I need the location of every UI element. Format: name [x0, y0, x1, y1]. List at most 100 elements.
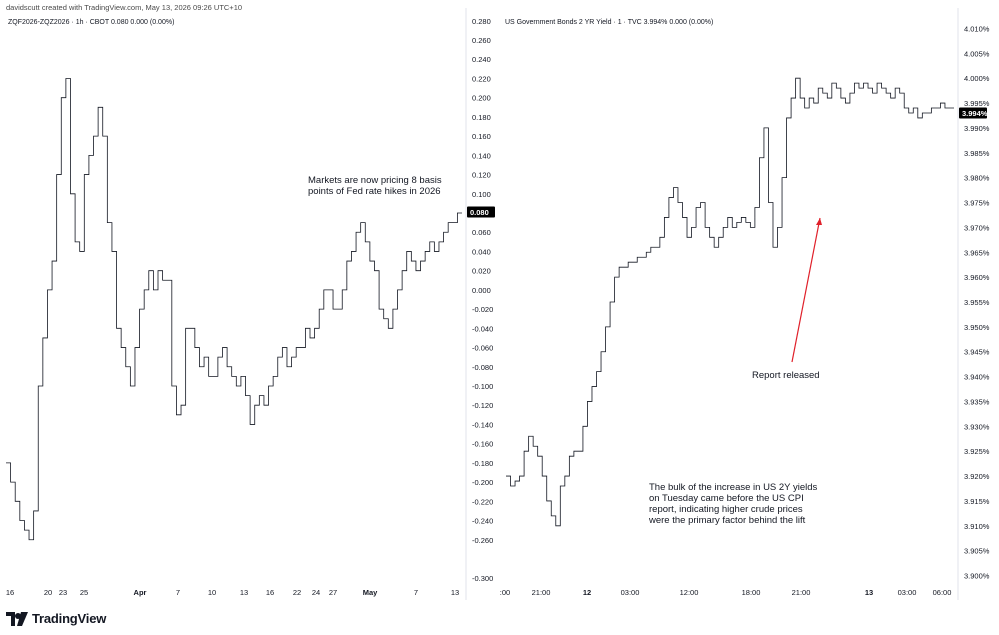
y-tick-label: -0.140: [472, 420, 493, 429]
x-tick-label: 20: [44, 588, 52, 597]
annotation-text: The bulk of the increase in US 2Y yields: [649, 482, 818, 493]
x-tick-label: 21:00: [792, 588, 811, 597]
x-tick-label: 10: [208, 588, 216, 597]
x-tick-label: 16: [6, 588, 14, 597]
y-tick-label: 0.000: [472, 286, 491, 295]
x-tick-label: 12:00: [680, 588, 699, 597]
annotation-arrow-head: [816, 218, 822, 225]
y-tick-label: 0.260: [472, 36, 491, 45]
y-tick-label: 0.100: [472, 190, 491, 199]
annotation-text: Report released: [752, 370, 820, 381]
annotation-text: points of Fed rate hikes in 2026: [308, 186, 441, 197]
x-tick-label: :00: [500, 588, 510, 597]
y-tick-label: 3.955%: [964, 298, 990, 307]
y-tick-label: -0.040: [472, 324, 493, 333]
last-value-badge: [959, 107, 987, 119]
y-tick-label: 3.905%: [964, 547, 990, 556]
last-value-label: 0.080: [470, 208, 489, 217]
y-tick-label: 0.180: [472, 113, 491, 122]
y-tick-label: 0.060: [472, 228, 491, 237]
y-tick-label: 0.020: [472, 267, 491, 276]
y-tick-label: 4.005%: [964, 49, 990, 58]
y-tick-label: 3.935%: [964, 397, 990, 406]
series-title: ZQF2026-ZQZ2026 · 1h · CBOT 0.080 0.000 …: [8, 19, 174, 26]
last-value-badge: [467, 206, 495, 218]
y-tick-label: 0.160: [472, 132, 491, 141]
y-tick-label: 3.925%: [964, 447, 990, 456]
x-tick-label: 06:00: [933, 588, 952, 597]
last-value-label: 3.994%: [962, 109, 988, 118]
y-tick-label: -0.120: [472, 401, 493, 410]
x-tick-label: 27: [329, 588, 337, 597]
x-tick-label: 18:00: [742, 588, 761, 597]
x-tick-label: 24: [312, 588, 320, 597]
y-tick-label: -0.100: [472, 382, 493, 391]
x-tick-label: 7: [176, 588, 180, 597]
x-tick-label: 23: [59, 588, 67, 597]
y-tick-label: 0.140: [472, 151, 491, 160]
y-tick-label: -0.300: [472, 574, 493, 583]
y-tick-label: 3.900%: [964, 572, 990, 581]
x-tick-label: 12: [583, 588, 591, 597]
series-title: US Government Bonds 2 YR Yield · 1 · TVC…: [505, 19, 713, 26]
price-series-line: [506, 77, 954, 527]
y-tick-label: -0.160: [472, 440, 493, 449]
y-tick-label: 0.240: [472, 55, 491, 64]
annotation-text: on Tuesday came before the US CPI: [649, 493, 804, 504]
y-tick-label: -0.020: [472, 305, 493, 314]
y-tick-label: 0.120: [472, 171, 491, 180]
tradingview-logo-icon: [6, 611, 28, 626]
y-tick-label: 0.200: [472, 94, 491, 103]
y-tick-label: 3.965%: [964, 248, 990, 257]
y-tick-label: 3.920%: [964, 472, 990, 481]
x-tick-label: 25: [80, 588, 88, 597]
y-tick-label: 3.980%: [964, 174, 990, 183]
x-tick-label: 13: [865, 588, 873, 597]
x-tick-label: 13: [240, 588, 248, 597]
y-tick-label: 3.990%: [964, 124, 990, 133]
x-tick-label: 03:00: [621, 588, 640, 597]
y-tick-label: 4.010%: [964, 24, 990, 33]
y-tick-label: -0.220: [472, 497, 493, 506]
tradingview-brand-text: TradingView: [32, 611, 107, 626]
y-tick-label: 3.995%: [964, 99, 990, 108]
y-tick-label: 3.930%: [964, 422, 990, 431]
x-tick-label: 22: [293, 588, 301, 597]
y-tick-label: 3.910%: [964, 522, 990, 531]
y-tick-label: 0.280: [472, 17, 491, 26]
y-tick-label: 3.950%: [964, 323, 990, 332]
y-tick-label: 3.960%: [964, 273, 990, 282]
y-tick-label: 3.975%: [964, 199, 990, 208]
y-tick-label: -0.200: [472, 478, 493, 487]
y-tick-label: -0.260: [472, 536, 493, 545]
annotation-arrow: [791, 217, 821, 363]
y-tick-label: 0.040: [472, 247, 491, 256]
x-tick-label: 03:00: [898, 588, 917, 597]
x-tick-label: 21:00: [532, 588, 551, 597]
annotation-text: report, indicating higher crude prices: [649, 504, 803, 515]
y-tick-label: -0.060: [472, 344, 493, 353]
chart-left-fed-spread: ZQF2026-ZQZ2026 · 1h · CBOT 0.080 0.000 …: [6, 8, 495, 600]
x-tick-label: May: [363, 588, 378, 597]
tradingview-logo[interactable]: TradingView: [6, 611, 106, 626]
header-credit: davidscutt created with TradingView.com,…: [6, 3, 243, 12]
y-tick-label: 3.945%: [964, 348, 990, 357]
y-tick-label: 3.985%: [964, 149, 990, 158]
x-tick-label: 16: [266, 588, 274, 597]
y-tick-label: 3.915%: [964, 497, 990, 506]
x-tick-label: Apr: [134, 588, 147, 597]
chart-right-us-2y-yield: US Government Bonds 2 YR Yield · 1 · TVC…: [500, 8, 990, 600]
y-tick-label: 0.220: [472, 74, 491, 83]
price-series-line: [6, 78, 462, 541]
y-tick-label: -0.080: [472, 363, 493, 372]
y-tick-label: -0.240: [472, 517, 493, 526]
annotation-text: Markets are now pricing 8 basis: [308, 175, 442, 186]
annotation-text: were the primary factor behind the lift: [648, 515, 806, 526]
y-tick-label: 4.000%: [964, 74, 990, 83]
x-tick-label: 13: [451, 588, 459, 597]
y-tick-label: 3.970%: [964, 223, 990, 232]
y-tick-label: 3.940%: [964, 373, 990, 382]
y-tick-label: -0.180: [472, 459, 493, 468]
x-tick-label: 7: [414, 588, 418, 597]
